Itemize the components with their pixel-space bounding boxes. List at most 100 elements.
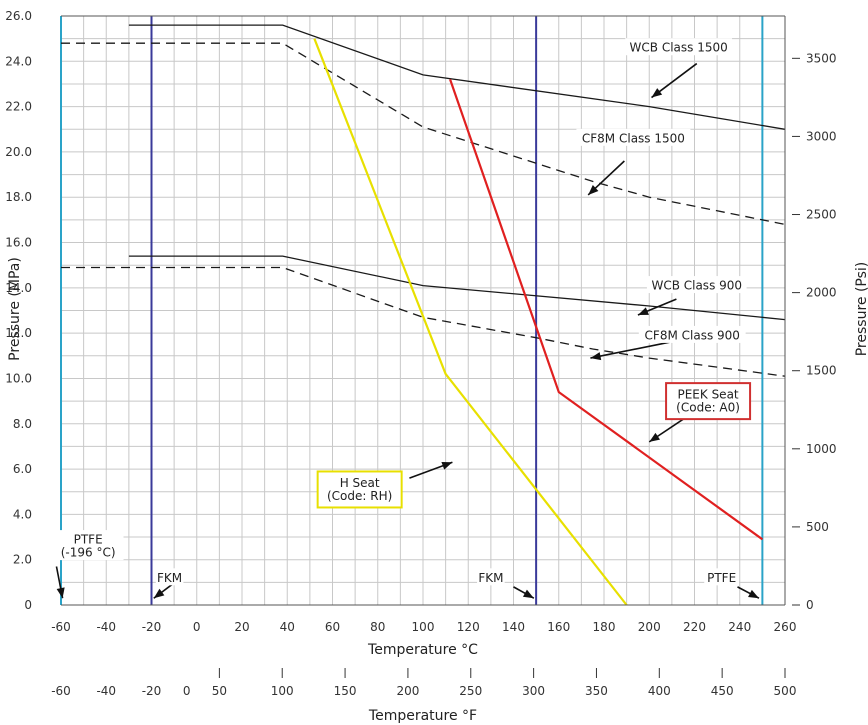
annotation-label: CF8M Class 1500 [582,131,685,145]
y-tick-label: 18.0 [5,190,32,204]
x-tick-label: -20 [142,620,162,634]
annotation-label: FKM [478,571,503,585]
fahrenheit-tick-label-left: -60 [51,684,71,698]
arrow-head [441,461,453,470]
x-tick-label: -40 [96,620,116,634]
psi-tick-label: 500 [806,520,829,534]
y-tick-label: 24.0 [5,54,32,68]
x-tick-label: 140 [502,620,525,634]
arrow-head [522,589,534,599]
y-tick-label: 22.0 [5,100,32,114]
annotation-backdrop [638,325,746,343]
fahrenheit-tick-label: 500 [774,684,797,698]
annotation-backdrop [155,568,184,586]
x-tick-label: -60 [51,620,71,634]
y-tick-label: 16.0 [5,236,32,250]
fahrenheit-tick-label-left: -40 [96,684,116,698]
x-tick-label: 200 [638,620,661,634]
x-tick-label: 40 [280,620,295,634]
temperature-limit-lines [60,16,764,605]
psi-tick-label: 2500 [806,208,837,222]
arrow-head [153,588,165,599]
fahrenheit-tick-label-left: -20 [142,684,162,698]
annotation-label: WCB Class 1500 [630,41,728,55]
arrow-head [590,352,602,361]
annotation-label: FKM [157,571,182,585]
annotation-label: H Seat [340,476,380,490]
x-tick-label: 20 [234,620,249,634]
grid [61,16,785,605]
series-line-cf8m-class-1500 [61,42,786,226]
fahrenheit-tick-label: 150 [334,684,357,698]
y-tick-label: 2.0 [13,553,32,567]
fahrenheit-tick-label: 300 [522,684,545,698]
annotation-box [316,470,403,509]
annotation-backdrop [704,568,740,586]
arrow-head [649,432,661,442]
y-tick-label: 0 [24,598,32,612]
y-tick-label: 4.0 [13,507,32,521]
secondary-y-axis-title: Pressure (Psi) [854,262,868,357]
annotation-backdrop [576,128,691,146]
arrow-shaft [590,341,670,359]
x-tick-label: 160 [547,620,570,634]
x-tick-label: 180 [593,620,616,634]
annotation-label: PTFE [74,533,103,547]
psi-tick-label: 2000 [806,286,837,300]
series-line-cf8m-class-900 [61,266,786,377]
annotation-backdrop [52,530,124,561]
y-tick-label: 8.0 [13,417,32,431]
fahrenheit-tick-label: 50 [212,684,227,698]
y-tick-label: 10.0 [5,371,32,385]
fahrenheit-tick-label-left: 0 [183,684,191,698]
fahrenheit-tick-label: 400 [648,684,671,698]
x-tick-label: 60 [325,620,340,634]
series-line-wcb-class-900 [128,255,786,321]
x-tick-label: 0 [193,620,201,634]
fahrenheit-tick-label: 250 [459,684,482,698]
series-line-wcb-class-1500 [128,24,786,130]
arrow-head [748,589,759,599]
fahrenheit-tick-label: 200 [396,684,419,698]
annotation-box [665,382,752,421]
y-tick-label: 20.0 [5,145,32,159]
x-tick-label: 240 [728,620,751,634]
y-tick-label: 26.0 [5,9,32,23]
fahrenheit-axis-title: Temperature °F [368,708,477,724]
tick-labels: -60 -40 -20 0 20 40 60 80 100 120 140 160 180 200 220 2… [5,9,836,698]
x-tick-label: 100 [412,620,435,634]
x-tick-label: 220 [683,620,706,634]
annotation-label: PEEK Seat [677,388,738,402]
arrow-head [588,184,599,195]
y-axis-title: Pressure (MPa) [7,257,23,361]
annotation-backdrop [646,276,747,294]
y-tick-label: 6.0 [13,462,32,476]
y-tick-label: 14.0 [5,281,32,295]
x-tick-label: 260 [774,620,797,634]
series-line-peek-seat [449,79,764,541]
x-tick-label: 120 [457,620,480,634]
arrow-head [56,587,65,599]
x-tick-label: 80 [370,620,385,634]
annotation-label: CF8M Class 900 [645,328,740,342]
y-tick-label: 12.0 [5,326,32,340]
series-line-h-seat [313,38,628,606]
annotation-label: (Code: A0) [676,401,740,415]
x-axis-title: Temperature °C [367,642,478,658]
psi-tick-label: 0 [806,598,814,612]
psi-tick-label: 1000 [806,442,837,456]
arrow-head [651,88,663,98]
annotation-label: PTFE [707,571,736,585]
fahrenheit-tick-label: 100 [271,684,294,698]
fahrenheit-tick-label: 350 [585,684,608,698]
fahrenheit-tick-label: 450 [711,684,734,698]
arrow-head [637,307,649,316]
annotation-label: (Code: RH) [327,489,392,503]
annotation-backdrop [625,38,733,56]
annotation-backdrop [477,568,505,586]
series-lines [61,24,786,606]
psi-tick-label: 3000 [806,129,837,143]
psi-tick-label: 3500 [806,51,837,65]
plot-frame [61,15,786,606]
